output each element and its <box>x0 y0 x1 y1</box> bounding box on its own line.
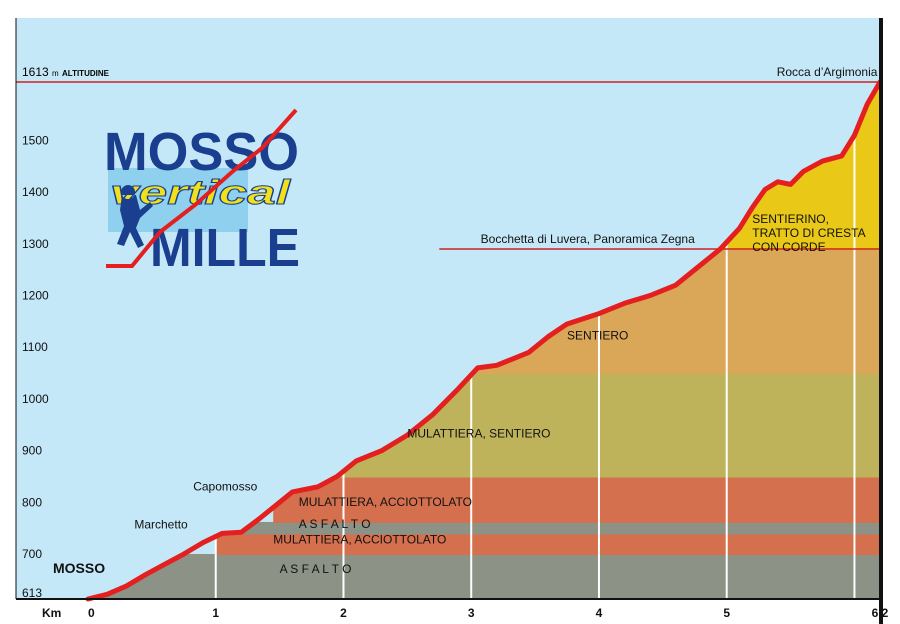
place-label-0: MOSSO <box>53 560 105 576</box>
place-label-1: Marchetto <box>134 518 188 532</box>
y-tick-1000: 1000 <box>22 392 49 406</box>
place-label-2: Capomosso <box>193 479 257 493</box>
top-altitude-value: 1613 <box>22 65 49 79</box>
y-tick-800: 800 <box>22 495 42 509</box>
y-tick-1400: 1400 <box>22 185 49 199</box>
x-tick-6,2: 6,2 <box>872 606 889 620</box>
zone-band-0 <box>88 554 880 599</box>
top-altitude-unit: m <box>52 69 59 78</box>
x-tick-2: 2 <box>340 606 347 620</box>
logo-mosso-text: MOSSO <box>104 122 299 182</box>
zone-label-5: SENTIERO <box>567 328 628 342</box>
y-tick-labels: 613 700 800 900 1000 1100 1200 1300 1400 1500 <box>22 133 49 600</box>
zone-band-3 <box>273 476 880 523</box>
y-tick-613: 613 <box>22 586 42 600</box>
y-tick-1200: 1200 <box>22 289 49 303</box>
ref-line-label-0: Rocca d’Argimonia <box>777 65 878 79</box>
elevation-profile-line <box>85 79 883 602</box>
mosso-vertical-mille-logo: MOSSO vertical MILLE <box>104 108 300 278</box>
zone-band-2 <box>241 521 880 535</box>
zone-label-6: SENTIERINO, TRATTO DI CRESTA CON CORDE <box>752 212 865 254</box>
x-tick-0: 0 <box>88 606 95 620</box>
y-tick-1300: 1300 <box>22 237 49 251</box>
zone-label-2: A S F A L T O <box>299 517 371 531</box>
hiker-icon <box>117 185 153 248</box>
ref-line-label-1: Bocchetta di Luvera, Panoramica Zegna <box>481 232 695 246</box>
zone-labels: A S F A L T O MULATTIERA, ACCIOTTOLATO A S… <box>273 212 865 576</box>
logo-climb-line <box>106 108 298 268</box>
y-tick-900: 900 <box>22 444 42 458</box>
y-tick-700: 700 <box>22 547 42 561</box>
logo-vertical-text: vertical <box>110 174 292 212</box>
x-tick-4: 4 <box>596 606 603 620</box>
zone-band-1 <box>215 533 880 556</box>
zone-label-1: MULATTIERA, ACCIOTTOLATO <box>273 533 446 547</box>
x-tick-3: 3 <box>468 606 475 620</box>
profile-layer <box>85 79 883 602</box>
zone-label-3: MULATTIERA, ACCIOTTOLATO <box>299 495 472 509</box>
axes: 613 700 800 900 1000 1100 1200 1300 1400 1500 0 1 2… <box>15 18 889 624</box>
zone-label-0: A S F A L T O <box>280 562 352 576</box>
logo-mille-text: MILLE <box>150 218 300 278</box>
reference-lines: Rocca d’Argimonia Bocchetta di Luvera, Pa… <box>16 65 880 250</box>
top-altitude-word: ALTITUDINE <box>62 69 110 78</box>
top-altitude-label: 1613 m ALTITUDINE <box>22 65 110 79</box>
y-tick-1500: 1500 <box>22 133 49 147</box>
x-tick-labels: 0 1 2 3 4 5 6,2 <box>88 606 889 620</box>
x-tick-1: 1 <box>212 606 219 620</box>
zone-label-4: MULATTIERA, SENTIERO <box>407 427 550 441</box>
y-tick-1100: 1100 <box>22 340 48 354</box>
x-axis-label: Km <box>42 606 61 620</box>
place-labels: MOSSO Marchetto Capomosso <box>53 479 258 576</box>
x-tick-5: 5 <box>723 606 730 620</box>
